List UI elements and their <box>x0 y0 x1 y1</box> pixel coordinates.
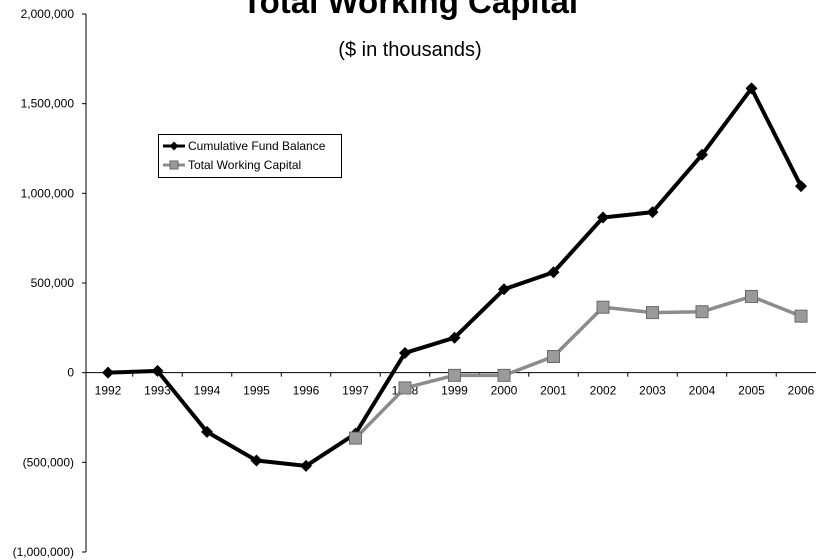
y-tick-label: 500,000 <box>31 276 75 290</box>
legend-label-cumulative: Cumulative Fund Balance <box>188 139 326 153</box>
y-tick-label: 2,000,000 <box>21 7 75 21</box>
data-point-diamond <box>547 266 560 279</box>
y-tick-label: (500,000) <box>23 455 74 469</box>
data-point-diamond <box>795 180 807 193</box>
legend-item-cumulative: Cumulative Fund Balance <box>163 138 325 154</box>
data-point-square <box>596 300 610 314</box>
data-point-diamond <box>745 82 758 95</box>
data-point-diamond <box>300 459 312 472</box>
data-point-square <box>695 305 709 319</box>
x-tick-label: 2006 <box>788 384 815 398</box>
legend-label-working-capital: Total Working Capital <box>188 158 302 172</box>
data-point-square <box>497 368 511 382</box>
data-point-diamond <box>399 346 411 359</box>
data-point-diamond <box>597 211 609 224</box>
chart-subtitle: ($ in thousands) <box>338 39 482 61</box>
series-layer <box>102 82 808 472</box>
data-point-square <box>349 431 362 445</box>
data-point-square <box>448 368 461 382</box>
x-tick-label: 1994 <box>194 384 221 398</box>
x-tick-label: 1992 <box>95 384 122 398</box>
series-line-1 <box>354 294 802 440</box>
data-point-diamond <box>151 364 164 377</box>
data-point-square <box>398 381 412 395</box>
data-point-diamond <box>201 425 213 438</box>
x-tick-label: 1993 <box>144 384 171 398</box>
data-point-diamond <box>696 148 708 161</box>
data-point-square <box>794 309 808 323</box>
x-tick-label: 2005 <box>738 384 765 398</box>
axes: 2,000,000 1,500,000 1,000,000 500,000 0 (500,… <box>13 7 816 559</box>
legend-swatch-square-icon <box>163 160 185 170</box>
x-tick-label: 2002 <box>590 384 617 398</box>
chart-title: Total Working Capital <box>241 0 579 20</box>
x-tick-label: 2000 <box>491 384 518 398</box>
x-tick-label: 2004 <box>689 384 716 398</box>
x-tick-label: 2003 <box>639 384 666 398</box>
data-point-diamond <box>498 283 510 296</box>
data-point-square <box>745 289 758 303</box>
x-tick-label: 2001 <box>540 384 567 398</box>
x-tick-label: 1997 <box>342 384 369 398</box>
data-point-diamond <box>646 206 659 219</box>
data-point-square <box>646 306 659 320</box>
y-tick-label: 0 <box>67 366 74 380</box>
data-point-diamond <box>102 366 114 379</box>
legend-swatch-diamond-icon <box>163 141 185 151</box>
y-tick-label: 1,500,000 <box>21 97 75 111</box>
x-tick-label: 1995 <box>243 384 270 398</box>
y-tick-label: (1,000,000) <box>13 545 74 559</box>
data-point-diamond <box>250 454 263 467</box>
x-tick-label: 1999 <box>441 384 468 398</box>
data-point-square <box>547 350 560 364</box>
legend-item-working-capital: Total Working Capital <box>163 157 301 173</box>
data-point-diamond <box>448 331 461 344</box>
legend: Cumulative Fund Balance Total Working Ca… <box>158 134 342 178</box>
x-tick-label: 1996 <box>293 384 320 398</box>
y-tick-label: 1,000,000 <box>21 186 75 200</box>
